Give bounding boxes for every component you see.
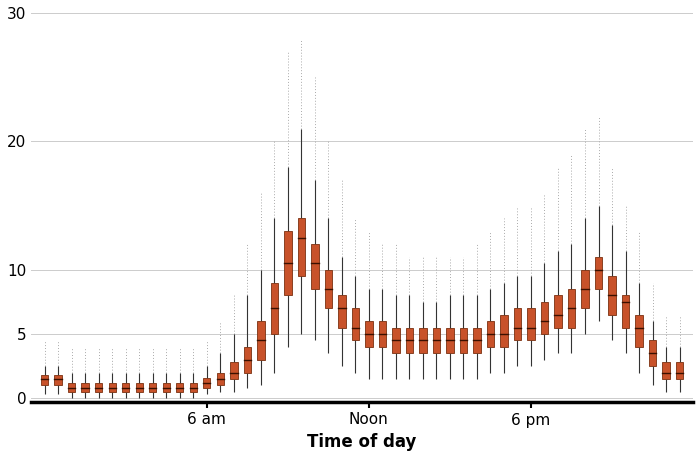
Bar bbox=[190, 383, 197, 392]
Bar bbox=[406, 327, 413, 353]
Bar bbox=[122, 383, 130, 392]
Bar bbox=[41, 375, 48, 385]
Bar bbox=[486, 321, 494, 347]
Bar bbox=[433, 327, 440, 353]
Bar bbox=[203, 378, 211, 388]
Bar bbox=[649, 340, 656, 366]
Bar bbox=[622, 295, 629, 327]
Bar bbox=[392, 327, 400, 353]
Bar bbox=[554, 295, 561, 327]
Bar bbox=[541, 302, 548, 334]
Bar bbox=[500, 315, 508, 347]
Bar bbox=[636, 315, 643, 347]
Bar bbox=[271, 283, 278, 334]
Bar bbox=[162, 383, 170, 392]
Bar bbox=[419, 327, 426, 353]
Bar bbox=[460, 327, 467, 353]
Bar bbox=[95, 383, 102, 392]
Bar bbox=[514, 308, 522, 340]
Bar bbox=[81, 383, 89, 392]
Bar bbox=[351, 308, 359, 340]
Bar bbox=[257, 321, 265, 360]
Bar bbox=[473, 327, 481, 353]
Bar bbox=[676, 362, 683, 379]
Bar bbox=[311, 244, 318, 289]
Bar bbox=[136, 383, 143, 392]
Bar bbox=[55, 375, 62, 385]
Bar bbox=[216, 372, 224, 385]
Bar bbox=[608, 276, 616, 315]
Bar bbox=[284, 231, 291, 295]
Bar bbox=[176, 383, 183, 392]
Bar bbox=[338, 295, 346, 327]
Bar bbox=[446, 327, 454, 353]
Bar bbox=[298, 218, 305, 276]
Bar bbox=[68, 383, 76, 392]
Bar bbox=[244, 347, 251, 372]
Bar bbox=[379, 321, 386, 347]
Bar bbox=[365, 321, 372, 347]
Bar bbox=[568, 289, 575, 327]
X-axis label: Time of day: Time of day bbox=[307, 433, 416, 451]
Bar bbox=[581, 270, 589, 308]
Bar bbox=[595, 257, 602, 289]
Bar bbox=[108, 383, 116, 392]
Bar bbox=[149, 383, 157, 392]
Bar bbox=[662, 362, 670, 379]
Bar bbox=[527, 308, 535, 340]
Bar bbox=[230, 362, 237, 379]
Bar bbox=[325, 270, 332, 308]
